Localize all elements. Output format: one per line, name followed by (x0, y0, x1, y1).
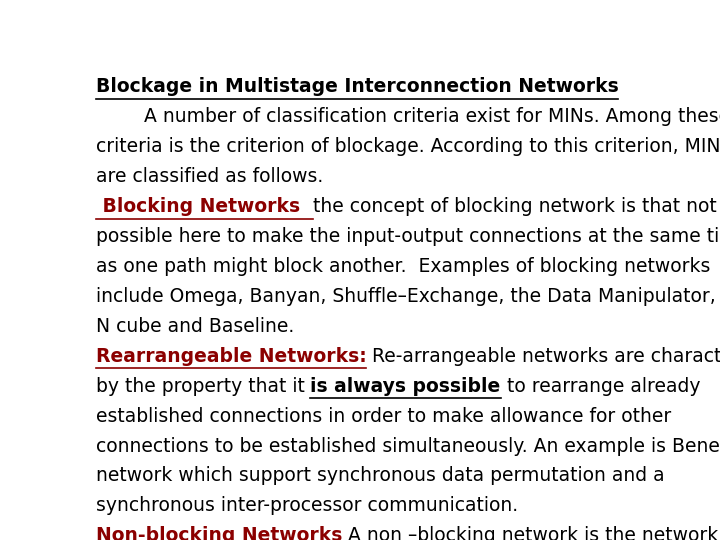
Text: A number of classification criteria exist for MINs. Among these: A number of classification criteria exis… (96, 107, 720, 126)
Text: connections to be established simultaneously. An example is Benes: connections to be established simultaneo… (96, 436, 720, 456)
Text: A non –blocking network is the network: A non –blocking network is the network (342, 526, 719, 540)
Text: Non-blocking Networks: Non-blocking Networks (96, 526, 342, 540)
Text: by the property that it: by the property that it (96, 376, 310, 396)
Text: criteria is the criterion of blockage. According to this criterion, MINs: criteria is the criterion of blockage. A… (96, 137, 720, 156)
Text: possible here to make the input-output connections at the same time: possible here to make the input-output c… (96, 227, 720, 246)
Text: Blocking Networks: Blocking Networks (96, 197, 312, 216)
Text: to rearrange already: to rearrange already (500, 376, 701, 396)
Text: N cube and Baseline.: N cube and Baseline. (96, 317, 294, 336)
Text: as one path might block another.  Examples of blocking networks: as one path might block another. Example… (96, 257, 710, 276)
Text: Re-arrangeable networks are characterized: Re-arrangeable networks are characterize… (366, 347, 720, 366)
Text: established connections in order to make allowance for other: established connections in order to make… (96, 407, 671, 426)
Text: synchronous inter-processor communication.: synchronous inter-processor communicatio… (96, 496, 518, 515)
Text: network which support synchronous data permutation and a: network which support synchronous data p… (96, 467, 665, 485)
Text: are classified as follows.: are classified as follows. (96, 167, 323, 186)
Text: is always possible: is always possible (310, 376, 500, 396)
Text: Rearrangeable Networks:: Rearrangeable Networks: (96, 347, 366, 366)
Text: include Omega, Banyan, Shuffle–Exchange, the Data Manipulator, Flip,: include Omega, Banyan, Shuffle–Exchange,… (96, 287, 720, 306)
Text: Blockage in Multistage Interconnection Networks: Blockage in Multistage Interconnection N… (96, 77, 618, 96)
Text: the concept of blocking network is that not all: the concept of blocking network is that … (312, 197, 720, 216)
